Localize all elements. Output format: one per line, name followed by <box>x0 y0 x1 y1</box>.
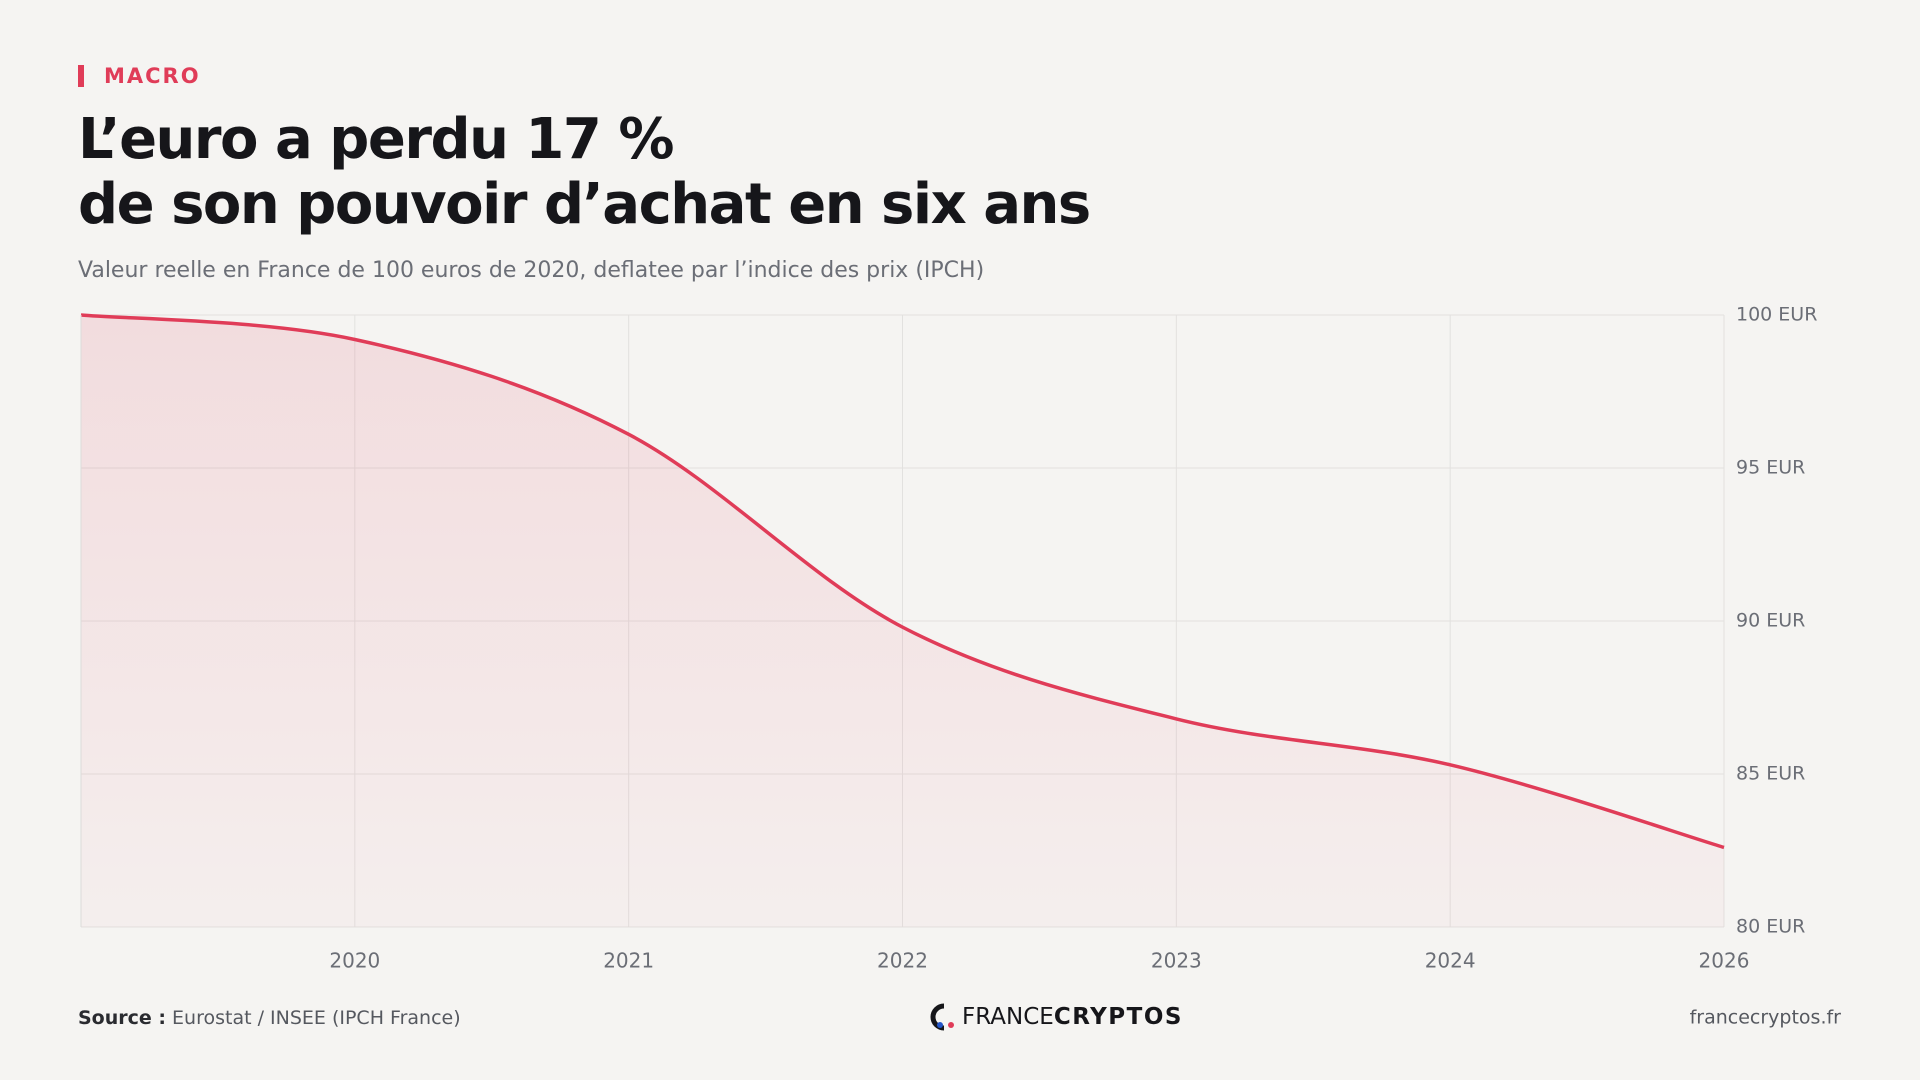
brand-bold: CRYPTOS <box>1054 1004 1183 1030</box>
brand: FRANCECRYPTOS <box>962 1004 1183 1030</box>
logo-dot <box>937 1022 943 1028</box>
logo-dot <box>948 1022 954 1028</box>
tag-bar <box>78 65 84 87</box>
brand-light: FRANCE <box>962 1004 1054 1030</box>
title: L’euro a perdu 17 % <box>78 107 673 172</box>
x-tick-label: 2026 <box>1699 949 1750 973</box>
y-tick-label: 95 EUR <box>1736 457 1805 479</box>
x-tick-label: 2023 <box>1151 949 1202 973</box>
title: de son pouvoir d’achat en six ans <box>78 172 1090 237</box>
tag: MACRO <box>104 64 201 88</box>
x-tick-label: 2022 <box>877 949 928 973</box>
x-tick-label: 2024 <box>1425 949 1476 973</box>
subtitle: Valeur reelle en France de 100 euros de … <box>78 258 984 283</box>
y-tick-label: 90 EUR <box>1736 610 1805 632</box>
y-tick-label: 80 EUR <box>1736 916 1805 938</box>
line <box>80 313 1725 850</box>
y-tick-label: 85 EUR <box>1736 763 1805 785</box>
site: francecryptos.fr <box>1690 1007 1842 1029</box>
area-fill <box>81 315 1724 927</box>
source: Source : Eurostat / INSEE (IPCH France) <box>78 1007 461 1029</box>
source-text: Eurostat / INSEE (IPCH France) <box>172 1007 461 1029</box>
plot: 2020 2021 2022 2023 2024 2026 80 EUR 85 EUR 90 E… <box>80 304 1817 973</box>
x-tick-label: 2020 <box>329 949 380 973</box>
logo: FRANCECRYPTOS <box>930 1004 1183 1031</box>
x-tick-label: 2021 <box>603 949 654 973</box>
y-tick-label: 100 EUR <box>1736 304 1817 326</box>
source-label: Source : <box>78 1007 166 1029</box>
